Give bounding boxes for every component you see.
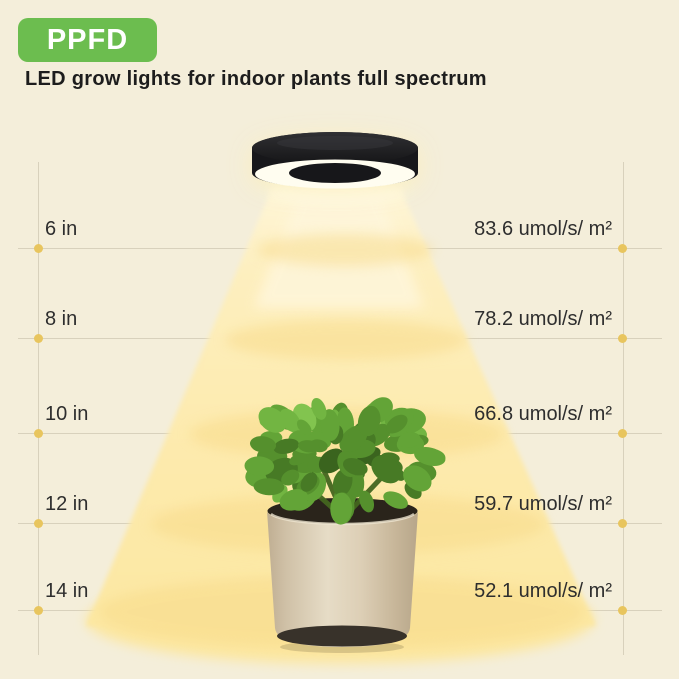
right-dot-icon [618, 244, 627, 253]
led-ring-light [252, 132, 418, 189]
left-guide-line [38, 162, 39, 655]
jade-plant-foliage [244, 397, 446, 525]
distance-label: 14 in [45, 580, 89, 602]
left-dot-icon [34, 429, 43, 438]
lamp-center-hole [289, 163, 381, 183]
lamp-top-sheen [277, 136, 393, 150]
left-dot-icon [34, 519, 43, 528]
pot-body [267, 511, 418, 647]
distance-label: 12 in [45, 493, 89, 515]
ppfd-value: 52.1 umol/s/ m² [474, 580, 612, 602]
left-dot-icon [34, 606, 43, 615]
ppfd-badge: PPFD [18, 18, 157, 62]
ppfd-value: 83.6 umol/s/ m² [474, 218, 612, 240]
distance-label: 8 in [45, 308, 78, 330]
ppfd-value: 59.7 umol/s/ m² [474, 493, 612, 515]
right-dot-icon [618, 429, 627, 438]
distance-label: 10 in [45, 403, 89, 425]
ppfd-value: 66.8 umol/s/ m² [474, 403, 612, 425]
right-dot-icon [618, 606, 627, 615]
left-dot-icon [34, 334, 43, 343]
right-dot-icon [618, 519, 627, 528]
lamp-top-face [252, 132, 418, 164]
page-title: LED grow lights for indoor plants full s… [25, 68, 487, 90]
ppfd-value: 78.2 umol/s/ m² [474, 308, 612, 330]
pot-base [277, 625, 407, 647]
potted-jade-plant [244, 397, 446, 653]
right-guide-line [623, 162, 624, 655]
left-dot-icon [34, 244, 43, 253]
right-dot-icon [618, 334, 627, 343]
distance-label: 6 in [45, 218, 78, 240]
